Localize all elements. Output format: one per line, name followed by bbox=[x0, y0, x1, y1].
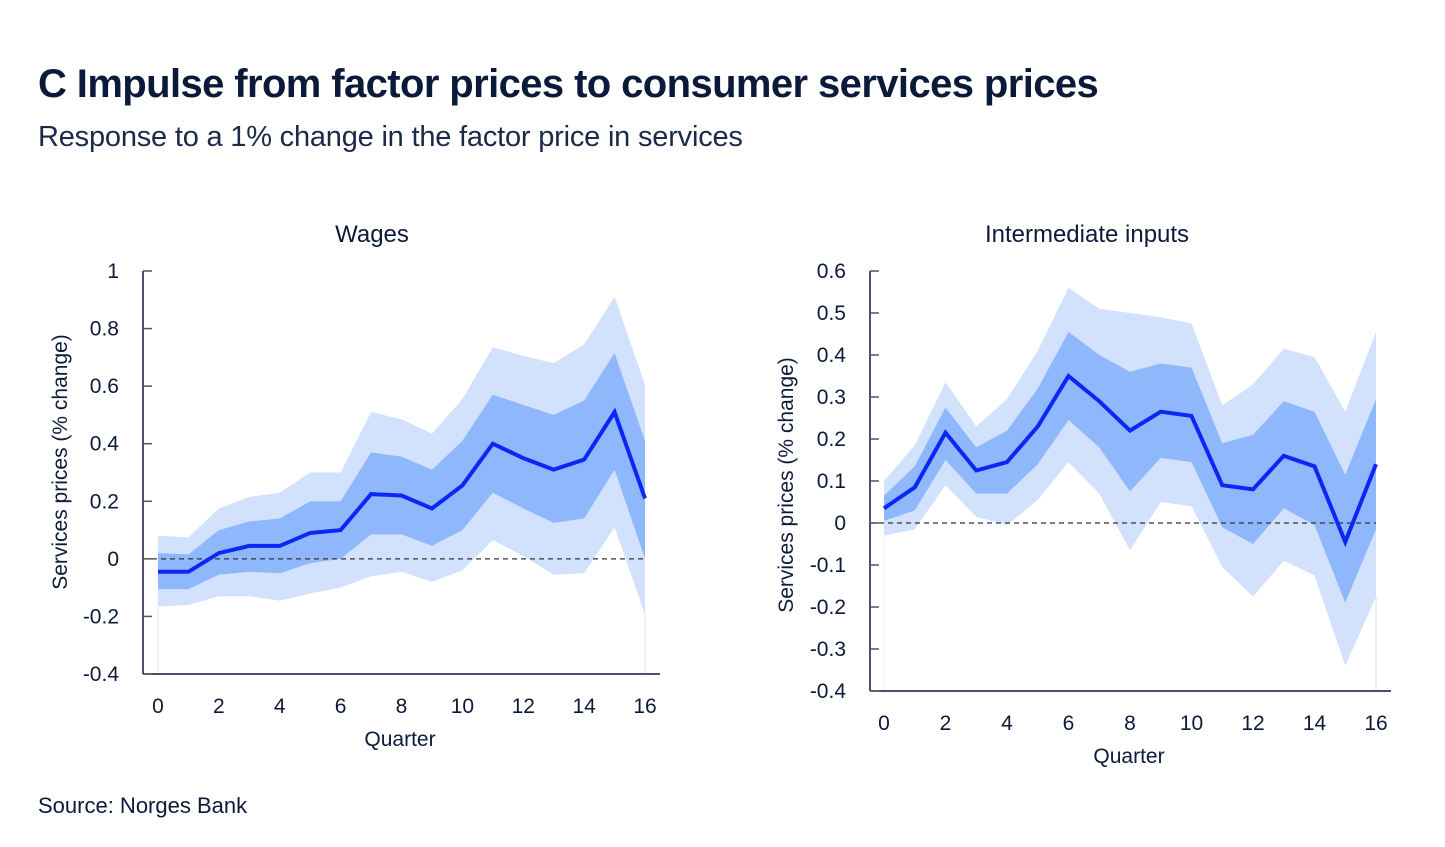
y-tick-label: 0.3 bbox=[817, 386, 846, 409]
x-tick-label: 16 bbox=[1364, 712, 1387, 735]
y-tick-label: 0.6 bbox=[817, 260, 846, 283]
x-tick-label: 12 bbox=[1241, 712, 1264, 735]
y-tick-label: 0.6 bbox=[90, 375, 119, 398]
y-tick-label: 1 bbox=[107, 260, 119, 283]
y-tick-label: -0.3 bbox=[810, 638, 846, 661]
x-tick-label: 4 bbox=[274, 695, 286, 718]
y-tick-label: 0.5 bbox=[817, 302, 846, 325]
chart-title: C Impulse from factor prices to consumer… bbox=[38, 62, 1099, 106]
x-axis-label: Quarter bbox=[364, 728, 435, 751]
x-tick-label: 10 bbox=[451, 695, 474, 718]
y-tick-label: -0.1 bbox=[810, 554, 846, 577]
x-tick-label: 10 bbox=[1180, 712, 1203, 735]
y-tick-label: 0.1 bbox=[817, 470, 846, 493]
y-tick-label: 0.2 bbox=[817, 428, 846, 451]
x-tick-label: 0 bbox=[878, 712, 890, 735]
x-tick-label: 4 bbox=[1001, 712, 1013, 735]
y-tick-label: -0.4 bbox=[810, 680, 847, 703]
y-tick-label: 0.4 bbox=[90, 433, 120, 456]
y-tick-label: 0.2 bbox=[90, 490, 119, 513]
x-tick-label: 8 bbox=[396, 695, 408, 718]
x-tick-label: 16 bbox=[633, 695, 656, 718]
point-estimate-line bbox=[158, 407, 647, 574]
y-tick-label: 0 bbox=[834, 512, 846, 535]
y-tick-label: -0.2 bbox=[810, 596, 846, 619]
source-note: Source: Norges Bank bbox=[38, 793, 248, 818]
y-tick-label: -0.4 bbox=[83, 663, 120, 686]
x-tick-label: 2 bbox=[213, 695, 225, 718]
y-tick-label: 0.8 bbox=[90, 318, 119, 341]
x-tick-label: 0 bbox=[152, 695, 164, 718]
x-axis-label: Quarter bbox=[1093, 745, 1164, 768]
x-tick-label: 6 bbox=[1063, 712, 1075, 735]
inner-confidence-band bbox=[158, 353, 645, 590]
panel-title: Wages bbox=[335, 221, 409, 248]
x-tick-label: 14 bbox=[1303, 712, 1327, 735]
y-axis-label: Services prices (% change) bbox=[49, 334, 72, 590]
x-tick-label: 8 bbox=[1124, 712, 1136, 735]
x-tick-label: 12 bbox=[512, 695, 535, 718]
chart-subtitle: Response to a 1% change in the factor pr… bbox=[38, 121, 743, 153]
y-axis-label: Services prices (% change) bbox=[775, 357, 798, 613]
x-tick-label: 14 bbox=[572, 695, 596, 718]
point-estimate-line bbox=[882, 372, 1378, 548]
y-tick-label: 0 bbox=[107, 548, 119, 571]
x-tick-label: 6 bbox=[335, 695, 347, 718]
panel-intermediate-inputs: Intermediate inputs Quarter Services pri… bbox=[775, 221, 1391, 768]
y-tick-label: 0.4 bbox=[817, 344, 847, 367]
panel-title: Intermediate inputs bbox=[985, 221, 1189, 248]
x-tick-label: 2 bbox=[940, 712, 952, 735]
panel-wages: Wages Quarter Services prices (% change)… bbox=[49, 221, 660, 751]
inner-confidence-band bbox=[884, 331, 1376, 603]
y-tick-label: -0.2 bbox=[83, 605, 119, 628]
